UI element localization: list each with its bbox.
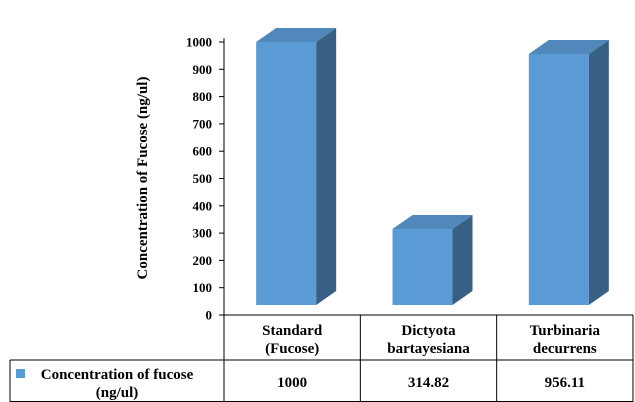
bar [528, 39, 609, 306]
bar-top [392, 215, 473, 230]
y-tick-label: 500 [193, 171, 213, 186]
x-tick-label: Standard (Fucose) [262, 323, 323, 357]
x-tick-label: Dictyota bartayesiana [387, 323, 470, 357]
x-tick-label: Turbinaria decurrens [530, 323, 601, 357]
bar-side [452, 215, 473, 305]
y-axis: 0 100 200 300 400 500 600 700 800 900 1000 [186, 35, 225, 323]
bars [256, 28, 609, 306]
legend-key [16, 369, 25, 378]
y-tick-label: 1000 [186, 35, 212, 50]
data-label: 956.11 [545, 375, 585, 391]
y-axis-label: Concentration of Fucose (ng/ul) [135, 77, 151, 280]
legend-label: Concentration of fucose (ng/ul) [41, 367, 194, 401]
y-tick-label: 100 [193, 280, 213, 295]
data-table: Standard (Fucose) Dictyota bartayesiana Turb… [9, 314, 634, 402]
bar [256, 28, 337, 305]
y-tick-label: 600 [193, 144, 213, 159]
bar-side [588, 39, 609, 306]
y-tick-label: 0 [206, 308, 213, 323]
y-tick-label: 700 [193, 116, 213, 131]
y-tick-label: 400 [193, 198, 213, 213]
bar-front [392, 229, 453, 305]
bar-front [256, 42, 317, 305]
bar [392, 215, 473, 305]
data-label: 314.82 [408, 375, 449, 391]
y-tick-label: 800 [193, 89, 213, 104]
bar-top [528, 39, 609, 54]
y-tick-label: 200 [193, 253, 213, 268]
data-label: 1000 [277, 375, 307, 391]
y-tick-label: 300 [193, 226, 213, 241]
y-tick-label: 900 [193, 62, 213, 77]
bar-front [528, 53, 589, 306]
bar-top [256, 28, 337, 42]
bar-side [316, 28, 337, 305]
